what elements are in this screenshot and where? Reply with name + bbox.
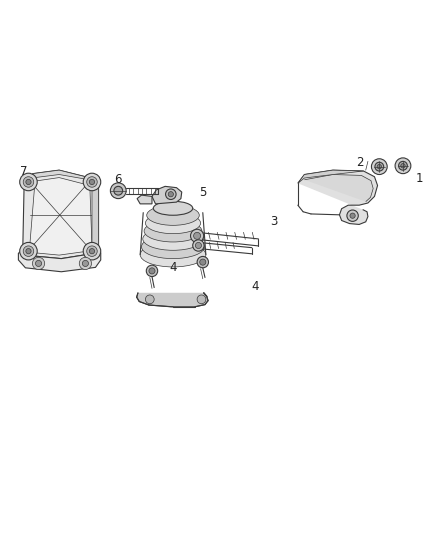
Circle shape	[145, 295, 154, 304]
Ellipse shape	[145, 213, 201, 233]
Text: 4: 4	[169, 261, 177, 274]
Polygon shape	[92, 179, 99, 253]
Ellipse shape	[143, 228, 203, 251]
Ellipse shape	[147, 205, 199, 225]
Circle shape	[23, 246, 34, 256]
Polygon shape	[298, 170, 378, 224]
Polygon shape	[18, 247, 101, 272]
Circle shape	[114, 187, 123, 195]
Ellipse shape	[144, 220, 202, 242]
Circle shape	[375, 162, 384, 171]
Circle shape	[26, 179, 31, 184]
Circle shape	[82, 260, 88, 266]
Text: 5: 5	[199, 185, 206, 198]
Polygon shape	[304, 174, 373, 201]
Polygon shape	[298, 170, 364, 183]
Circle shape	[194, 232, 201, 239]
Ellipse shape	[140, 243, 206, 267]
Circle shape	[399, 161, 407, 170]
Circle shape	[110, 183, 126, 199]
Circle shape	[83, 173, 101, 191]
Circle shape	[20, 173, 37, 191]
Circle shape	[191, 229, 204, 243]
Circle shape	[87, 246, 97, 256]
Text: 1: 1	[416, 172, 424, 185]
Polygon shape	[30, 177, 92, 255]
Text: 3: 3	[270, 215, 277, 228]
Circle shape	[89, 248, 95, 254]
Circle shape	[200, 259, 206, 265]
Circle shape	[395, 158, 411, 174]
Circle shape	[149, 268, 155, 274]
Circle shape	[197, 256, 208, 268]
Circle shape	[23, 177, 34, 187]
Circle shape	[371, 159, 387, 174]
Polygon shape	[137, 195, 152, 204]
Circle shape	[195, 243, 201, 248]
Circle shape	[32, 257, 45, 270]
Circle shape	[87, 177, 97, 187]
Ellipse shape	[141, 235, 205, 259]
Circle shape	[146, 265, 158, 277]
Polygon shape	[23, 170, 99, 259]
Text: 2: 2	[356, 156, 364, 169]
Polygon shape	[152, 187, 182, 204]
Circle shape	[89, 179, 95, 184]
Circle shape	[166, 189, 176, 199]
Circle shape	[26, 248, 31, 254]
Polygon shape	[137, 293, 208, 307]
Circle shape	[168, 191, 173, 197]
Circle shape	[20, 243, 37, 260]
Circle shape	[35, 260, 42, 266]
Text: 6: 6	[113, 173, 121, 186]
Circle shape	[83, 243, 101, 260]
Circle shape	[401, 164, 405, 168]
Text: 7: 7	[20, 165, 28, 177]
Circle shape	[193, 240, 204, 251]
Text: 4: 4	[251, 280, 259, 293]
Circle shape	[197, 295, 206, 304]
Circle shape	[347, 210, 358, 221]
Circle shape	[79, 257, 92, 270]
Circle shape	[350, 213, 355, 219]
Circle shape	[377, 165, 381, 169]
Ellipse shape	[153, 201, 193, 215]
Polygon shape	[24, 170, 99, 185]
